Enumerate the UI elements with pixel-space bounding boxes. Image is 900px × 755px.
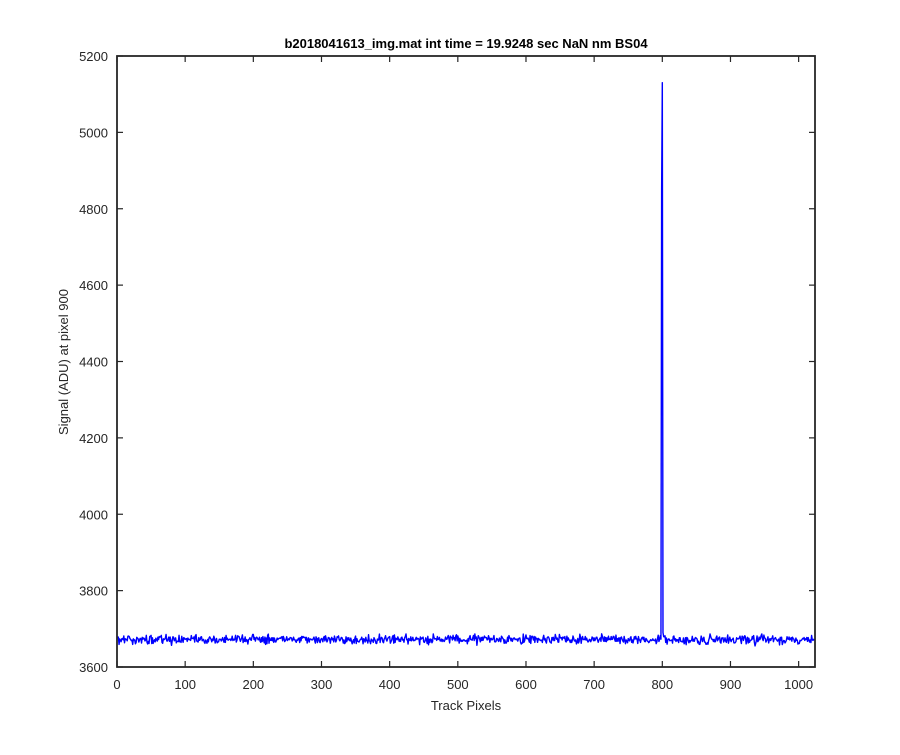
x-tick-label: 0 [113,677,120,692]
data-line-signal [116,82,815,647]
y-axis-label: Signal (ADU) at pixel 900 [56,289,71,435]
x-tick-label: 500 [447,677,469,692]
x-tick-label: 300 [311,677,333,692]
y-tick-label: 4800 [79,202,108,217]
x-tick-label: 900 [720,677,742,692]
y-tick-label: 4000 [79,507,108,522]
x-tick-label: 800 [651,677,673,692]
x-tick-label: 400 [379,677,401,692]
x-tick-label: 600 [515,677,537,692]
x-tick-label: 100 [174,677,196,692]
y-tick-label: 5200 [79,49,108,64]
plot-area: 0 100 200 300 400 500 600 700 800 900 1000 3600 3800… [79,49,816,692]
y-tick-label: 4600 [79,278,108,293]
x-tick-label: 1000 [784,677,813,692]
x-tick-label: 700 [583,677,605,692]
y-tick-label: 4400 [79,355,108,370]
y-tick-label: 3800 [79,584,108,599]
x-axis-label: Track Pixels [431,698,502,713]
chart-title: b2018041613_img.mat int time = 19.9248 s… [284,36,648,51]
y-tick-label: 4200 [79,431,108,446]
y-tick-label: 3600 [79,660,108,675]
y-tick-label: 5000 [79,125,108,140]
x-tick-label: 200 [242,677,264,692]
